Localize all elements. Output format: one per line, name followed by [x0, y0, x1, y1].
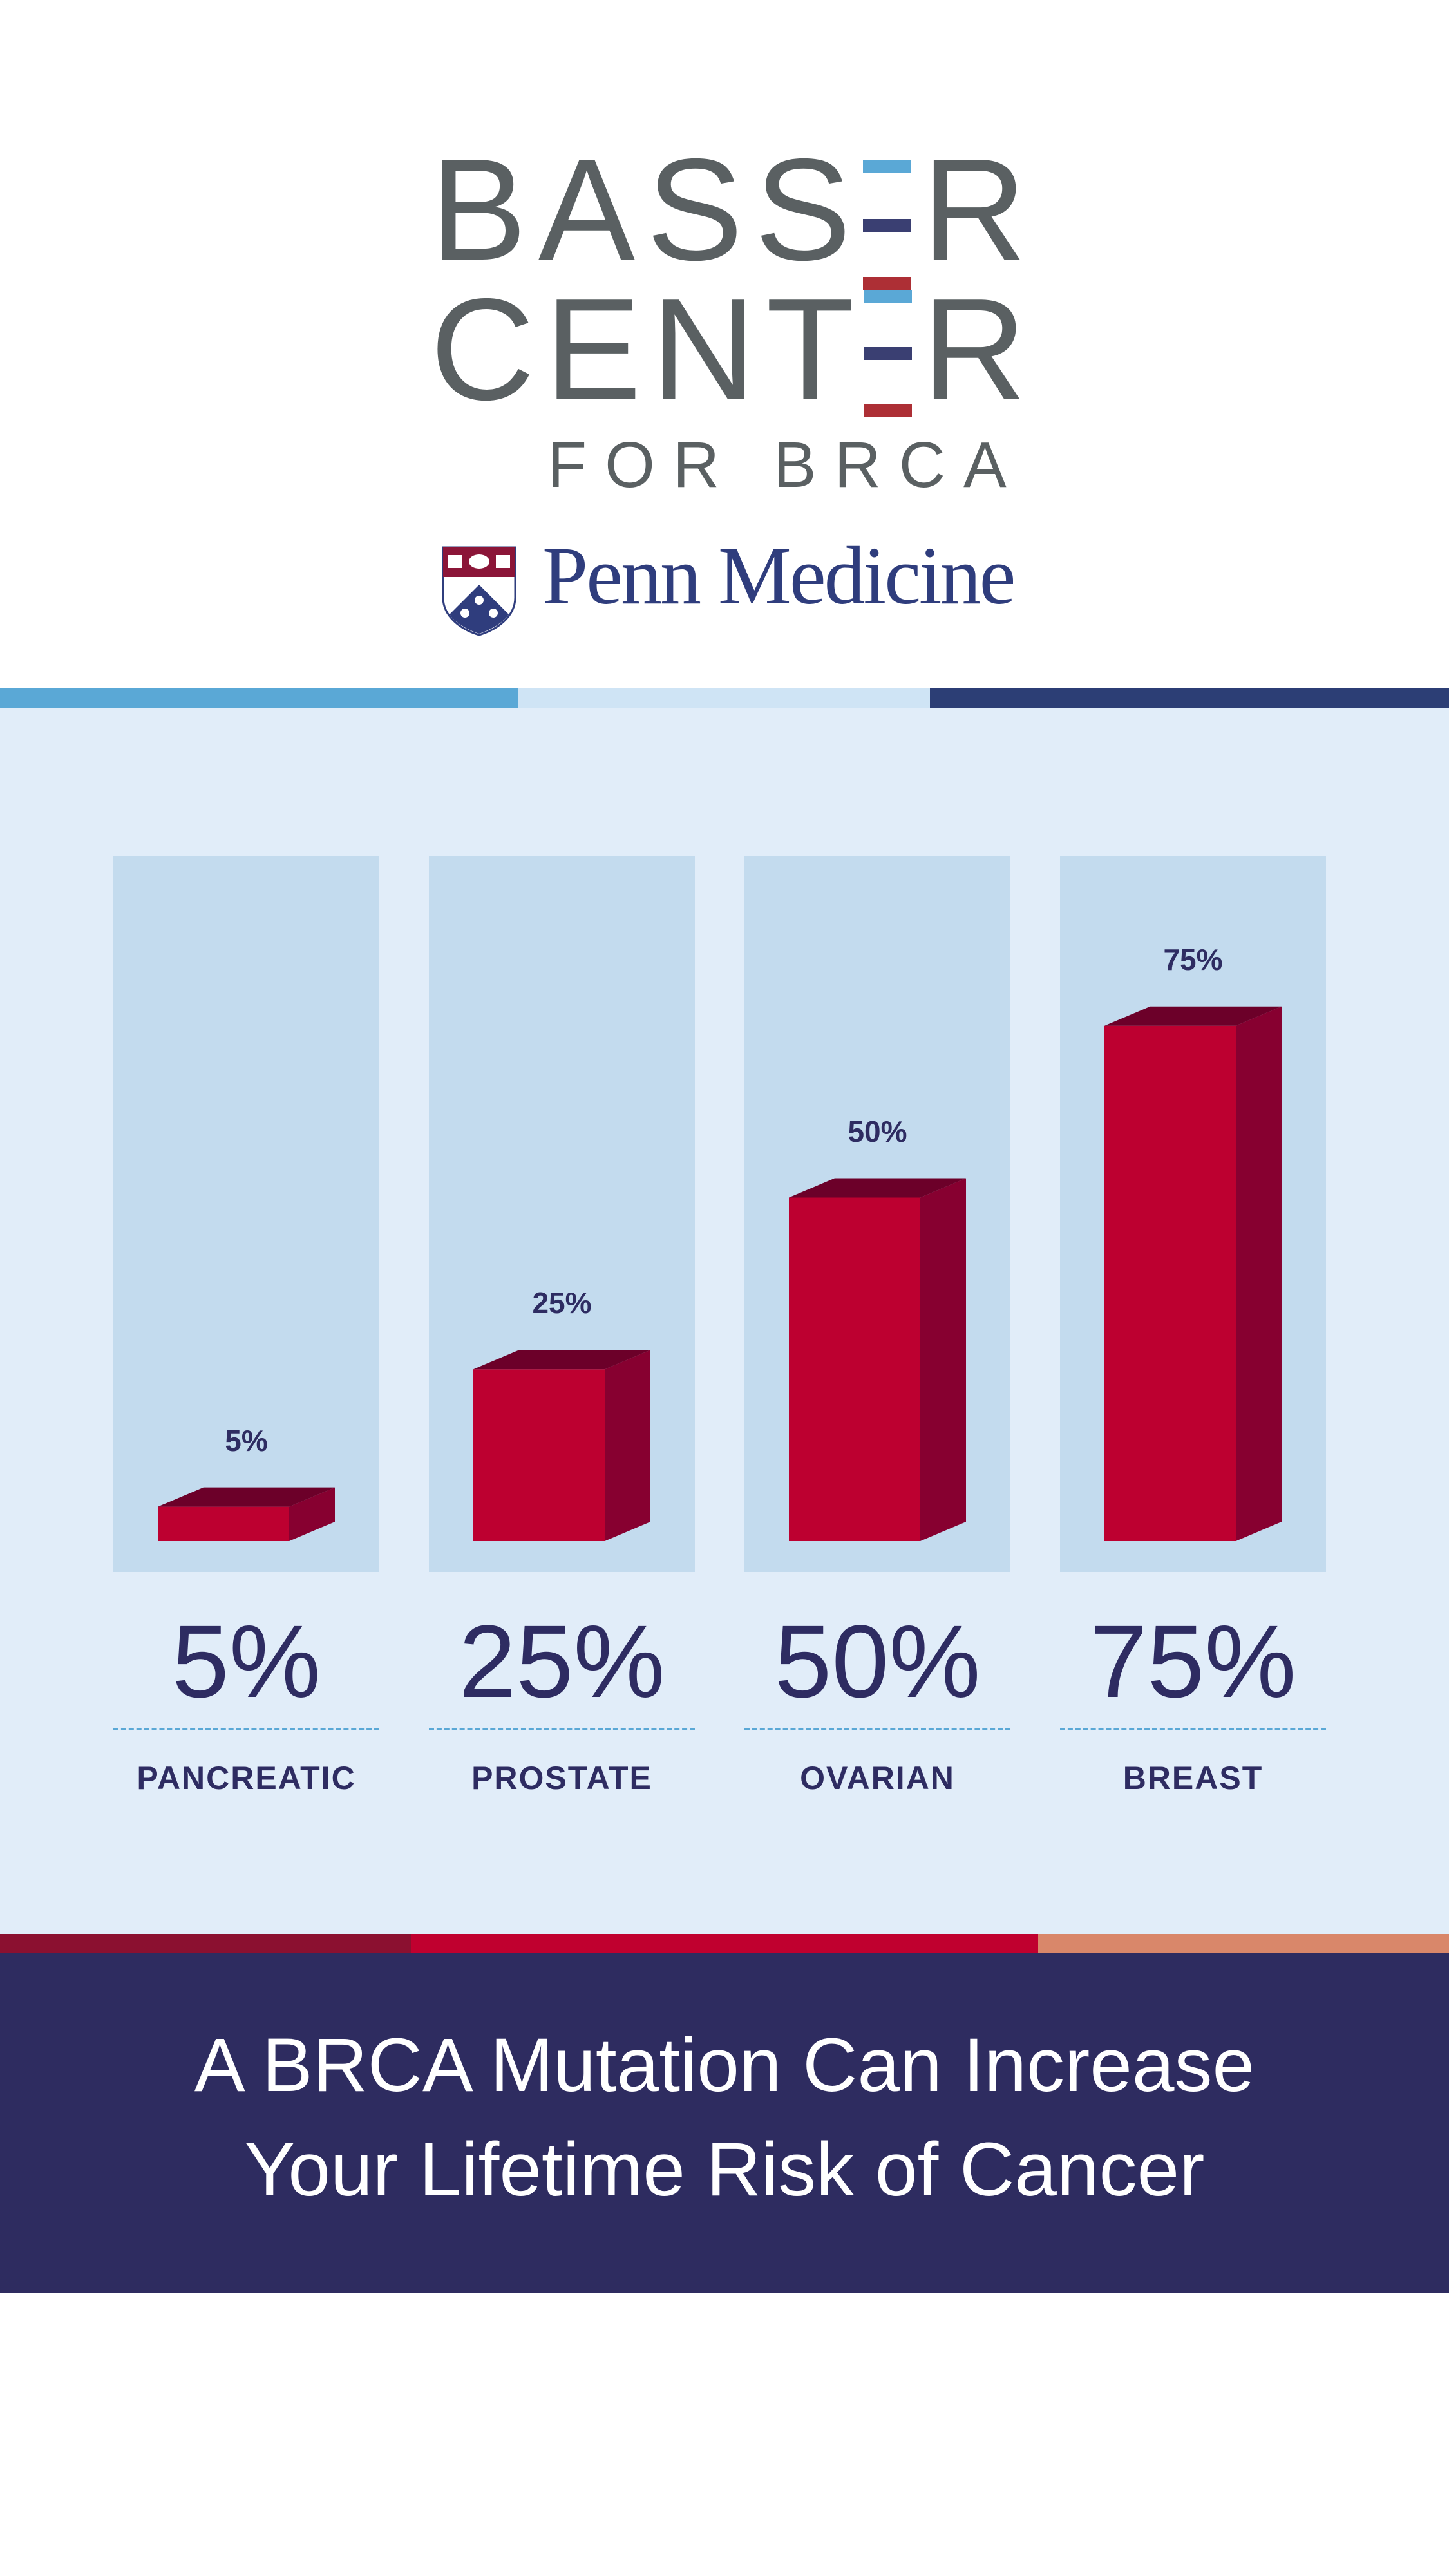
bar-ovarian	[789, 1178, 966, 1541]
logo-letter: E	[544, 268, 641, 430]
bar-top	[473, 1350, 650, 1370]
bar-side	[920, 1178, 966, 1541]
category-label: OVARIAN	[800, 1760, 955, 1796]
bar-side	[605, 1350, 650, 1541]
headline-line-1: A BRCA Mutation Can Increase	[194, 2023, 1255, 2108]
big-percent-label: 5%	[171, 1604, 321, 1719]
bar-front	[158, 1506, 289, 1541]
category-label: BREAST	[1122, 1760, 1264, 1796]
logo-letter: S	[646, 128, 743, 290]
category-label: PROSTATE	[471, 1760, 652, 1796]
dashed-divider	[744, 1728, 1010, 1730]
logo-bar	[862, 219, 911, 232]
logo-bar	[862, 277, 911, 290]
bar-side	[289, 1487, 335, 1541]
logo-letter: S	[754, 128, 851, 290]
bottom-stripe-maroon	[0, 1934, 411, 1953]
logo-letter: R	[922, 268, 1027, 430]
bar-side	[1236, 1006, 1282, 1541]
penn-medicine-wordmark: Penn Medicine	[542, 530, 1016, 621]
bar-pancreatic	[158, 1487, 335, 1541]
logo-line-basser: B A S S R	[430, 137, 1027, 290]
top-stripe-blue	[0, 688, 518, 708]
logo-letter: R	[922, 128, 1027, 290]
logo-letter: N	[651, 268, 756, 430]
bottom-stripe-coral	[1038, 1934, 1449, 1953]
logo-e-bars-icon	[862, 153, 911, 290]
big-percent-label: 75%	[1090, 1604, 1296, 1719]
bar-data-label: 25%	[532, 1286, 592, 1320]
dashed-divider	[113, 1728, 379, 1730]
logo-letter: A	[538, 128, 635, 290]
logo-bar	[864, 290, 913, 303]
bar-front	[789, 1197, 920, 1541]
bar-top	[158, 1487, 335, 1507]
bar-front	[473, 1369, 605, 1541]
logo-bar	[862, 160, 911, 173]
logo-line-center: C E N T R	[430, 277, 1027, 422]
logo-letter: B	[430, 128, 527, 290]
headline-line-2: Your Lifetime Risk of Cancer	[244, 2127, 1205, 2212]
top-stripe-light	[518, 688, 930, 708]
big-percent-label: 25%	[459, 1604, 665, 1719]
logo-letter: T	[766, 268, 855, 430]
bar-column-background	[113, 856, 379, 1572]
bar-prostate	[473, 1350, 650, 1541]
bar-data-label: 50%	[848, 1114, 907, 1148]
dashed-divider	[429, 1728, 695, 1730]
logo-e-bars-icon	[864, 290, 913, 417]
dashed-divider	[1060, 1728, 1326, 1730]
bar-data-label: 5%	[225, 1423, 268, 1457]
logo-bar	[864, 404, 913, 417]
big-percent-label: 50%	[774, 1604, 981, 1719]
logo-letter: C	[430, 268, 535, 430]
logo-bar	[864, 347, 913, 360]
headline-band	[0, 1953, 1449, 2293]
top-stripe-navy	[930, 688, 1449, 708]
bar-top	[789, 1178, 966, 1198]
bar-data-label: 75%	[1163, 942, 1223, 976]
penn-shield-icon	[442, 546, 516, 636]
bottom-stripe-red	[411, 1934, 1038, 1953]
bar-top	[1104, 1006, 1282, 1026]
category-label: PANCREATIC	[137, 1760, 356, 1796]
bar-breast	[1104, 1006, 1282, 1541]
bar-front	[1104, 1025, 1236, 1541]
